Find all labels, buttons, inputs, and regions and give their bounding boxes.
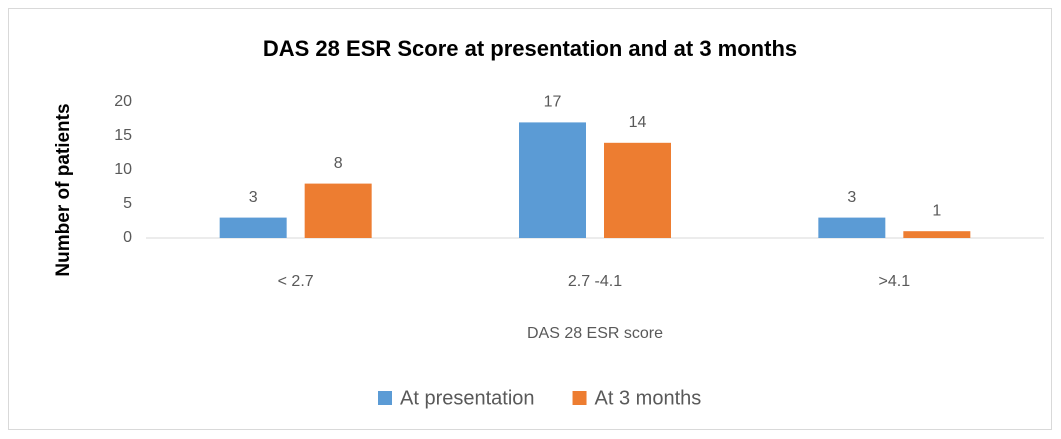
- data-label: 1: [932, 202, 941, 219]
- bar: [519, 122, 586, 238]
- bar: [604, 142, 671, 238]
- y-axis-title: Number of patients: [53, 103, 74, 276]
- data-label: 8: [334, 155, 343, 172]
- y-tick-label: 0: [123, 229, 132, 246]
- legend-label: At 3 months: [595, 387, 702, 409]
- legend-swatch: [378, 391, 392, 405]
- x-axis-title: DAS 28 ESR score: [527, 325, 663, 342]
- chart-title: DAS 28 ESR Score at presentation and at …: [263, 36, 797, 61]
- x-tick-label: 2.7 -4.1: [568, 273, 622, 290]
- data-label: 17: [544, 94, 562, 111]
- bar: [304, 183, 372, 238]
- bar: [903, 231, 971, 238]
- y-tick-label: 10: [114, 161, 132, 178]
- data-label: 14: [629, 114, 647, 131]
- y-tick-label: 5: [123, 195, 132, 212]
- data-label: 3: [249, 189, 258, 206]
- data-label: 3: [847, 189, 856, 206]
- y-tick-label: 20: [114, 93, 132, 110]
- legend-label: At presentation: [400, 387, 535, 409]
- bar: [818, 217, 886, 238]
- legend-swatch: [572, 391, 587, 405]
- bar: [219, 217, 287, 238]
- x-tick-label: < 2.7: [278, 273, 314, 290]
- y-tick-label: 15: [114, 127, 132, 144]
- x-tick-label: >4.1: [879, 273, 911, 290]
